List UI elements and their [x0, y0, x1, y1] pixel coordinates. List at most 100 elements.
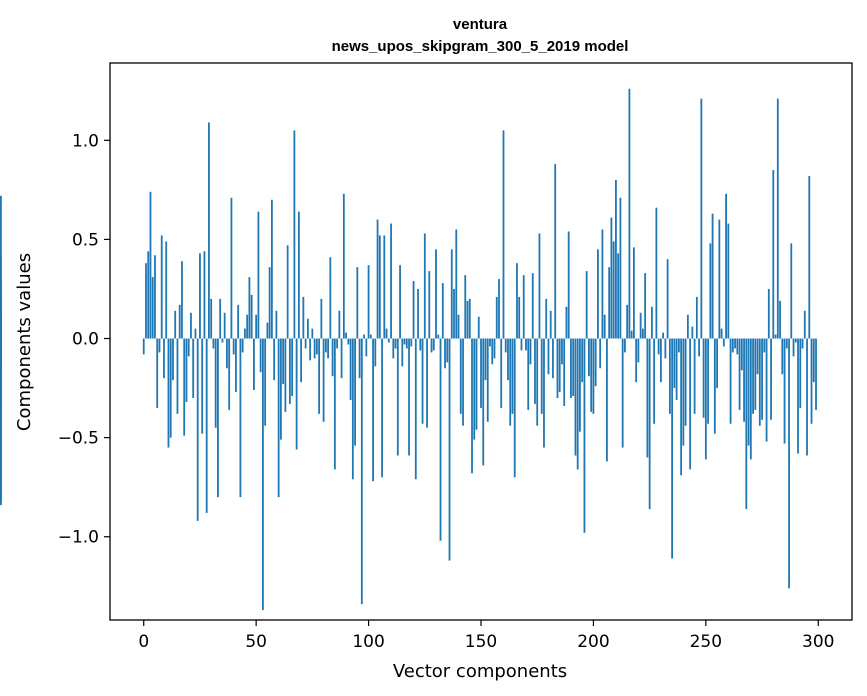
- bar: [606, 338, 608, 462]
- bar: [349, 338, 352, 400]
- bar: [356, 267, 359, 339]
- bar: [376, 219, 379, 339]
- bar: [752, 338, 754, 414]
- bar: [444, 338, 446, 369]
- bar: [196, 338, 199, 521]
- bar: [682, 338, 685, 446]
- bar: [567, 231, 570, 339]
- bar: [145, 263, 147, 339]
- bar: [230, 197, 233, 339]
- bar: [585, 271, 588, 339]
- bar: [639, 312, 642, 339]
- bar: [405, 338, 408, 349]
- bar: [232, 338, 235, 355]
- bar: [423, 233, 426, 339]
- bar: [253, 338, 255, 391]
- bar: [394, 338, 397, 349]
- bar: [369, 334, 372, 339]
- bar: [552, 338, 554, 379]
- plot-frame: [109, 62, 853, 621]
- bar: [300, 338, 303, 383]
- bar: [644, 273, 647, 339]
- bar: [561, 338, 563, 365]
- bar: [190, 312, 192, 339]
- bar: [462, 338, 464, 426]
- y-tick-label: −1.0: [58, 528, 99, 548]
- bar: [693, 338, 696, 414]
- bar: [806, 338, 808, 456]
- bar: [743, 338, 745, 422]
- bar: [653, 338, 656, 424]
- bar: [579, 338, 581, 432]
- bar: [646, 338, 649, 458]
- bar: [675, 338, 678, 400]
- bar: [174, 310, 177, 339]
- bar: [763, 338, 766, 353]
- y-tick-label: 0.0: [72, 330, 99, 350]
- bar: [160, 235, 163, 339]
- bar: [498, 279, 500, 339]
- bar: [387, 338, 390, 343]
- bar: [410, 338, 413, 347]
- bar: [250, 294, 253, 339]
- bar: [522, 275, 525, 339]
- bar: [650, 306, 653, 339]
- bar: [507, 338, 509, 381]
- bar: [342, 193, 345, 339]
- bar: [228, 338, 231, 410]
- bar: [437, 334, 440, 339]
- bar: [581, 338, 584, 383]
- bar: [468, 298, 471, 339]
- bar: [785, 338, 788, 349]
- bar: [531, 273, 534, 339]
- bar: [237, 304, 240, 339]
- bar: [556, 338, 559, 398]
- bar: [226, 338, 228, 369]
- bar: [151, 277, 154, 339]
- bar: [192, 338, 195, 398]
- bar: [340, 338, 343, 379]
- bar: [720, 328, 723, 339]
- bar: [518, 296, 521, 339]
- bar: [448, 338, 451, 561]
- bar: [331, 338, 334, 377]
- bar: [502, 130, 505, 339]
- bar: [199, 253, 201, 339]
- bar: [756, 338, 759, 375]
- bar: [493, 338, 496, 359]
- bar: [504, 338, 507, 353]
- bar: [480, 338, 482, 408]
- bar: [205, 338, 208, 513]
- bar: [381, 338, 383, 478]
- bar: [417, 288, 419, 339]
- bar: [392, 338, 395, 359]
- bar: [725, 193, 727, 339]
- bar: [633, 247, 635, 339]
- bar: [722, 338, 725, 347]
- bar: [520, 338, 523, 351]
- bar: [163, 338, 165, 379]
- bar: [718, 219, 721, 339]
- bar: [183, 338, 186, 436]
- bar: [736, 338, 739, 355]
- bar: [576, 338, 579, 470]
- bar: [414, 338, 417, 480]
- bar: [740, 338, 743, 371]
- bar: [509, 338, 512, 426]
- bar: [727, 223, 730, 339]
- bar: [810, 338, 813, 424]
- bar: [203, 251, 206, 339]
- bar: [419, 338, 422, 351]
- bar: [378, 235, 381, 339]
- bar: [372, 338, 374, 482]
- bar: [799, 338, 802, 408]
- bar: [167, 338, 170, 448]
- bar: [441, 283, 444, 339]
- bar: [248, 277, 251, 339]
- bar: [385, 328, 388, 339]
- bar: [446, 338, 449, 363]
- x-tick-label: 250: [690, 632, 722, 652]
- bar: [671, 338, 674, 559]
- bar: [0, 310, 2, 339]
- bar: [286, 245, 289, 339]
